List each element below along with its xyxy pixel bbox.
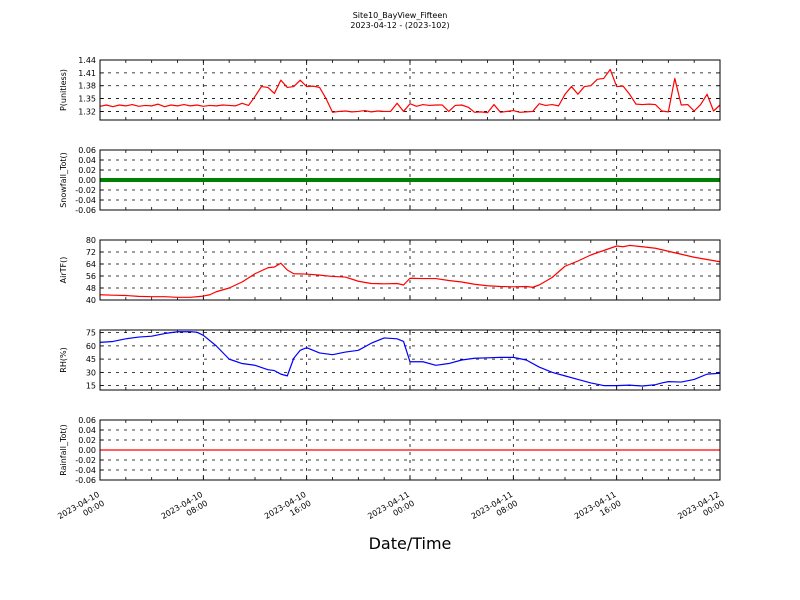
panel-4: 75 60 45 30 15 RH(%): [59, 329, 721, 391]
y-tick-label: 40: [86, 296, 96, 305]
y-axis-label: AirTF(): [59, 257, 68, 284]
plot-frame: [99, 419, 721, 481]
y-tick-label: 64: [86, 260, 96, 269]
y-tick-label: -0.02: [75, 186, 96, 195]
y-tick-label: 0.00: [78, 176, 96, 185]
y-tick-label: -0.06: [75, 476, 96, 485]
y-tick-label: 0.04: [78, 426, 96, 435]
panel-1: 1.44 1.41 1.38 1.35 1.32 P(unitless): [59, 56, 721, 121]
y-tick-label: 0.00: [78, 446, 96, 455]
y-tick-label: 45: [86, 355, 96, 364]
y-tick-label: 0.02: [78, 166, 96, 175]
series-line: [99, 244, 721, 298]
y-axis-label: P(unitless): [59, 69, 68, 111]
y-tick-label: 1.44: [78, 56, 96, 65]
y-tick-label: 0.06: [78, 416, 96, 425]
plot-frame: [99, 329, 721, 391]
plot-frame: [99, 239, 721, 301]
y-tick-label: 80: [86, 236, 96, 245]
y-axis-label: Rainfall_Tot(): [59, 424, 68, 476]
y-tick-label: 48: [86, 284, 96, 293]
y-tick-label: 1.41: [78, 69, 96, 78]
y-tick-label: 1.35: [78, 95, 96, 104]
y-tick-label: 75: [86, 329, 96, 338]
x-axis-label: Date/Time: [368, 534, 452, 553]
y-tick-label: 0.04: [78, 156, 96, 165]
y-tick-label: 0.02: [78, 436, 96, 445]
plot-frame: [99, 59, 721, 121]
y-tick-label: -0.02: [75, 456, 96, 465]
chart-title: Site10_BayView_Fifteen: [352, 11, 448, 20]
chart-subtitle: 2023-04-12 - (2023-102): [350, 21, 450, 30]
plot-frame: [99, 149, 721, 211]
y-axis-label: RH(%): [59, 347, 68, 372]
y-axis-label: Snowfall_Tot(): [59, 152, 68, 208]
y-tick-label: 72: [86, 248, 96, 257]
panel-5: 0.060.040.020.00-0.02-0.04-0.06 Rainfall_…: [59, 416, 721, 485]
y-tick-label: 0.06: [78, 146, 96, 155]
panel-2: 0.060.040.020.00-0.02-0.04-0.06 Snowfall_…: [59, 146, 721, 215]
panel-3: 80 72 64 56 48 40 AirTF(): [59, 236, 721, 305]
y-tick-label: 1.32: [78, 107, 96, 116]
y-tick-label: 1.38: [78, 82, 96, 91]
y-tick-label: 56: [86, 272, 96, 281]
y-tick-label: 60: [86, 342, 96, 351]
y-tick-label: -0.06: [75, 206, 96, 215]
y-tick-label: -0.04: [75, 196, 96, 205]
series-line: [99, 331, 721, 387]
y-tick-label: -0.04: [75, 466, 96, 475]
series-line: [99, 68, 721, 114]
y-tick-label: 30: [86, 368, 96, 377]
y-tick-label: 15: [86, 382, 96, 391]
